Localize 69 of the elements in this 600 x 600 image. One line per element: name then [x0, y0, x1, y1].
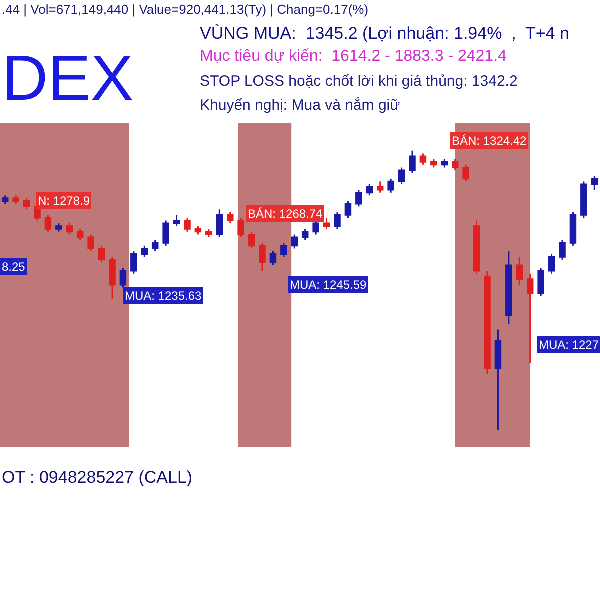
- candlestick: [538, 267, 544, 297]
- text: .44 | Vol=671,149,440 | Value=920,441.13(Ty) | Chang=0.17(%): [2, 2, 369, 17]
- candlestick: [570, 212, 577, 247]
- candlestick: [473, 220, 480, 275]
- candlestick: [44, 214, 52, 233]
- candlestick: [120, 267, 127, 289]
- annotation: MUA: 1227: [539, 338, 600, 352]
- candlestick: [98, 245, 106, 264]
- candlestick: [302, 228, 309, 242]
- candlestick: [109, 256, 116, 300]
- candlestick: [12, 194, 20, 205]
- candlestick: [66, 222, 74, 236]
- candlestick: [141, 245, 148, 258]
- candlestick: [452, 158, 459, 172]
- candlestick: [2, 194, 9, 205]
- candlestick: [76, 228, 84, 242]
- candlestick: [441, 158, 448, 168]
- text: Khuyến nghị: Mua và nắm giữ: [200, 96, 400, 114]
- candlestick: [226, 212, 234, 224]
- candlestick: [184, 217, 191, 233]
- candlestick: [398, 166, 406, 186]
- annotation: 8.25: [2, 260, 26, 274]
- candlestick: [591, 175, 598, 191]
- candlestick: [494, 328, 502, 431]
- candlestick: [484, 270, 491, 376]
- candlestick: [462, 164, 470, 182]
- candlestick: [506, 250, 512, 325]
- candlestick: [334, 212, 341, 230]
- candlestick: [280, 242, 288, 258]
- candlestick: [559, 240, 566, 261]
- candlestick: [356, 189, 362, 208]
- candlestick: [152, 240, 159, 252]
- annotation: N: 1278.9: [38, 194, 90, 208]
- candlestick: [409, 150, 416, 174]
- candlestick: [162, 220, 170, 247]
- candlestick: [376, 180, 384, 194]
- candlestick: [238, 217, 244, 238]
- candlestick: [173, 214, 180, 228]
- text: BÁN: 1324.42: [452, 134, 528, 148]
- candlestick: [516, 256, 524, 286]
- text: Mục tiêu dự kiến: 1614.2 - 1883.3 - 2421.4: [200, 48, 508, 65]
- annotation: MUA: 1235.63: [125, 289, 202, 303]
- candlestick: [548, 254, 556, 275]
- chart-title: DEX: [2, 42, 134, 114]
- text: OT : 0948285227 (CALL): [2, 468, 193, 487]
- text: STOP LOSS hoặc chốt lời khi giá thủng: 1342.2: [200, 73, 518, 90]
- candlestick: [291, 234, 298, 250]
- text: VÙNG MUA: 1345.2 (Lợi nhuận: 1.94% , T+4 n: [200, 24, 570, 43]
- candlestick: [216, 208, 224, 238]
- candlestick: [270, 250, 277, 266]
- candlestick: [420, 152, 427, 166]
- candlestick: [526, 273, 534, 364]
- candlestick: [56, 222, 62, 233]
- candlestick: [323, 217, 330, 230]
- candlestick: [248, 231, 256, 250]
- candlestick: [23, 198, 30, 210]
- candlestick: [366, 184, 374, 196]
- candlestick: [312, 220, 320, 236]
- candlestick: [194, 226, 202, 236]
- candlestick: [259, 242, 266, 272]
- candlestick: [130, 250, 138, 275]
- candlestick: [88, 234, 94, 252]
- candlestick: [580, 180, 588, 219]
- candlestick: [388, 178, 394, 194]
- annotation: BÁN: 1268.74: [248, 207, 324, 221]
- candlestick: [206, 228, 212, 238]
- annotation: MUA: 1245.59: [290, 278, 368, 292]
- candlestick: [430, 158, 438, 168]
- candlestick: [344, 200, 352, 219]
